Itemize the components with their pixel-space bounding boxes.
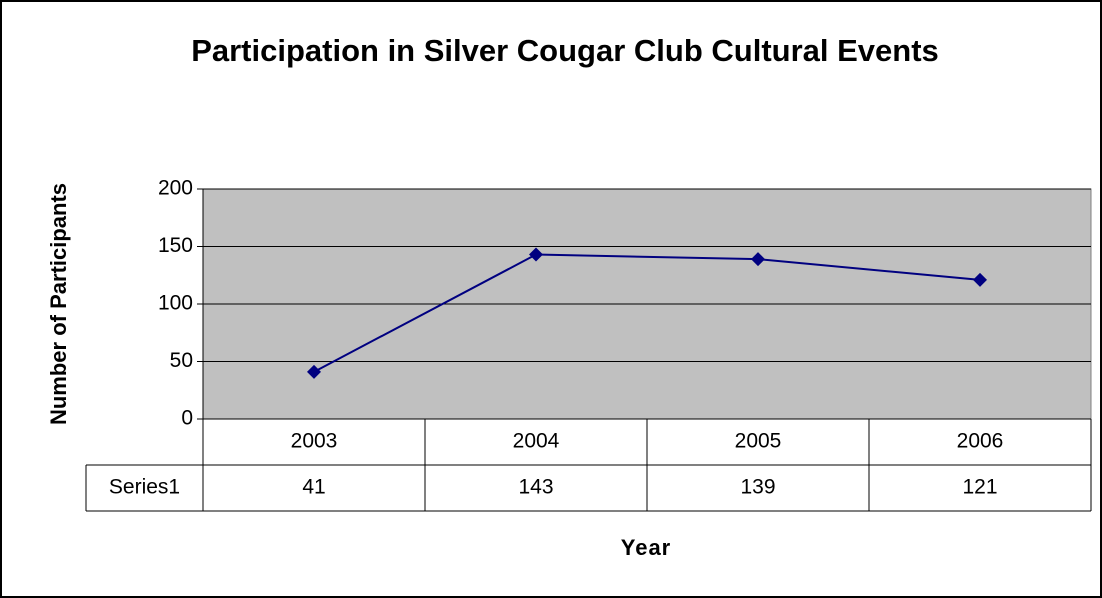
y-axis-title: Number of Participants [46,183,71,425]
marker [751,252,765,267]
x-tick-label: 2005 [735,430,782,453]
x-tick-label: 2003 [291,430,338,453]
y-tick-label: 0 [181,407,193,430]
x-axis-title: Year [621,535,672,560]
x-tick-label: 2006 [957,430,1004,453]
y-tick-label: 200 [158,177,193,200]
series-line [313,253,981,373]
y-tick-label: 150 [158,234,193,257]
table-value: 143 [518,476,553,499]
table-series-name: Series1 [109,476,180,499]
x-tick-label: 2004 [513,430,560,453]
table-value: 139 [740,476,775,499]
y-tick-label: 100 [158,292,193,315]
table-value: 121 [962,476,997,499]
table-value: 41 [302,476,325,499]
chart-title: Participation in Silver Cougar Club Cult… [191,33,939,68]
marker [529,247,543,262]
y-tick-label: 50 [170,349,193,372]
marker [973,272,987,287]
marker [307,364,321,379]
